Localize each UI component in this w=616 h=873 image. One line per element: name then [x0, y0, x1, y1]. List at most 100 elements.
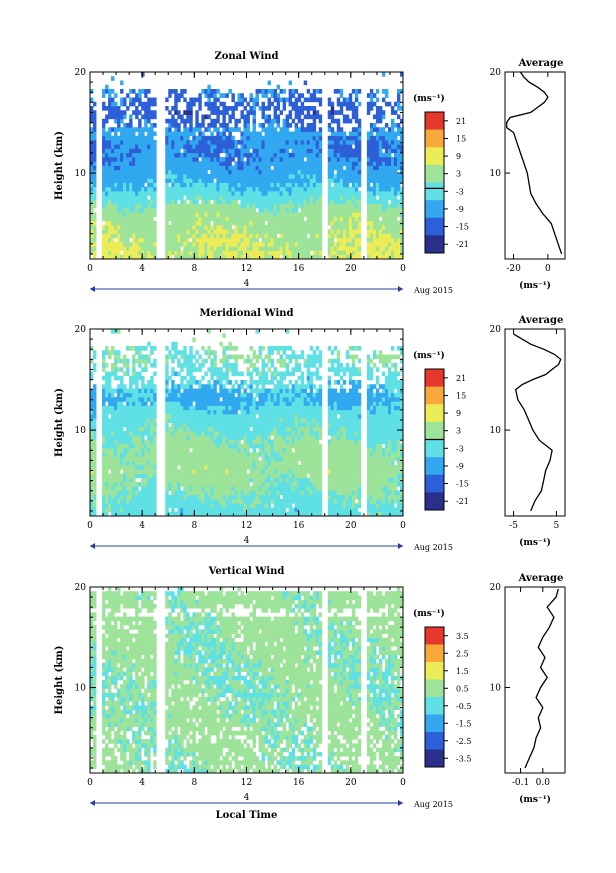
heatmap-cell	[252, 135, 256, 141]
heatmap-cell	[210, 157, 214, 162]
heatmap-cell	[342, 208, 347, 213]
heatmap-cell	[318, 174, 323, 179]
heatmap-cell	[180, 118, 184, 124]
heatmap-cell	[153, 178, 157, 183]
heatmap-cell	[351, 208, 356, 213]
heatmap-cell	[168, 409, 172, 415]
heatmap-cell	[141, 203, 145, 209]
heatmap-cell	[255, 191, 259, 196]
heatmap-cell	[207, 448, 211, 453]
heatmap-cell	[174, 254, 178, 260]
heatmap-cell	[120, 186, 124, 192]
heatmap-cell	[117, 414, 121, 419]
heatmap-cell	[102, 208, 106, 213]
heatmap-cell	[90, 203, 94, 209]
heatmap-cell	[252, 152, 256, 158]
heatmap-cell	[222, 157, 226, 162]
heatmap-cell	[195, 460, 199, 466]
heatmap-cell	[228, 418, 232, 423]
heatmap-cell	[177, 182, 181, 188]
heatmap-cell	[273, 140, 277, 145]
heatmap-cell	[165, 465, 169, 470]
heatmap-cell	[186, 452, 190, 457]
heatmap-cell	[192, 165, 196, 171]
heatmap-cell	[273, 118, 277, 124]
heatmap-cell	[120, 97, 124, 103]
heatmap-cell	[108, 443, 112, 449]
heatmap-cell	[387, 233, 392, 239]
heatmap-cell	[102, 414, 106, 419]
heatmap-cell	[369, 203, 374, 209]
heatmap-cell	[372, 225, 377, 230]
heatmap-cell	[306, 123, 311, 128]
heatmap-cell	[357, 220, 362, 226]
heatmap-cell	[291, 237, 296, 243]
heatmap-cell	[126, 93, 130, 98]
heatmap-cell	[225, 367, 229, 372]
heatmap-cell	[90, 233, 94, 239]
heatmap-cell	[183, 191, 187, 196]
heatmap-cell	[147, 89, 151, 94]
heatmap-cell	[201, 346, 205, 351]
heatmap-cell	[222, 110, 226, 115]
heatmap-cell	[144, 140, 148, 145]
heatmap-cell	[138, 203, 142, 209]
heatmap-cell	[174, 431, 178, 436]
heatmap-cell	[234, 195, 238, 200]
heatmap-cell	[207, 97, 211, 103]
heatmap-cell	[285, 157, 290, 162]
average-x-tick-label: -20	[506, 264, 521, 274]
heatmap-cell	[117, 152, 121, 158]
heatmap-cell	[273, 195, 277, 200]
heatmap-cell	[261, 123, 265, 128]
heatmap-cell	[240, 135, 244, 141]
heatmap-cell	[228, 511, 232, 517]
heatmap-cell	[384, 144, 389, 149]
heatmap-cell	[225, 397, 229, 402]
heatmap-cell	[354, 220, 359, 226]
heatmap-cell	[240, 157, 244, 162]
heatmap-cell	[186, 186, 190, 192]
heatmap-cell	[90, 237, 94, 243]
heatmap-cell	[174, 388, 178, 394]
heatmap-cell	[225, 371, 229, 377]
heatmap-cell	[357, 250, 362, 256]
heatmap-cell	[129, 89, 133, 94]
heatmap-cell	[141, 131, 145, 137]
heatmap-cell	[171, 118, 175, 124]
heatmap-cell	[291, 225, 296, 230]
heatmap-cell	[252, 165, 256, 171]
heatmap-cell	[126, 460, 130, 466]
heatmap-cell	[201, 486, 205, 491]
heatmap-cell	[144, 473, 148, 479]
heatmap-cell	[180, 431, 184, 436]
heatmap-cell	[90, 246, 94, 251]
heatmap-cell	[372, 174, 377, 179]
heatmap-cell	[399, 212, 404, 217]
heatmap-cell	[306, 135, 311, 141]
heatmap-cell	[189, 191, 193, 196]
heatmap-cell	[312, 220, 317, 226]
heatmap-cell	[174, 216, 178, 222]
heatmap-cell	[312, 89, 317, 94]
heatmap-cell	[138, 460, 142, 466]
heatmap-cell	[132, 354, 136, 360]
heatmap-cell	[264, 106, 268, 111]
heatmap-cell	[201, 392, 205, 398]
heatmap-cell	[207, 456, 211, 462]
heatmap-cell	[273, 93, 277, 98]
heatmap-cell	[264, 212, 268, 217]
heatmap-cell	[399, 135, 404, 141]
heatmap-cell	[126, 212, 130, 217]
heatmap-cell	[255, 225, 259, 230]
heatmap-cell	[225, 494, 229, 500]
heatmap-cell	[168, 225, 172, 230]
heatmap-cell	[348, 152, 353, 158]
heatmap-cell	[243, 114, 247, 120]
heatmap-cell	[147, 460, 151, 466]
heatmap-cell	[204, 250, 208, 256]
heatmap-cell	[186, 401, 190, 406]
heatmap-cell	[177, 358, 181, 364]
heatmap-cell	[201, 477, 205, 483]
heatmap-cell	[234, 208, 238, 213]
